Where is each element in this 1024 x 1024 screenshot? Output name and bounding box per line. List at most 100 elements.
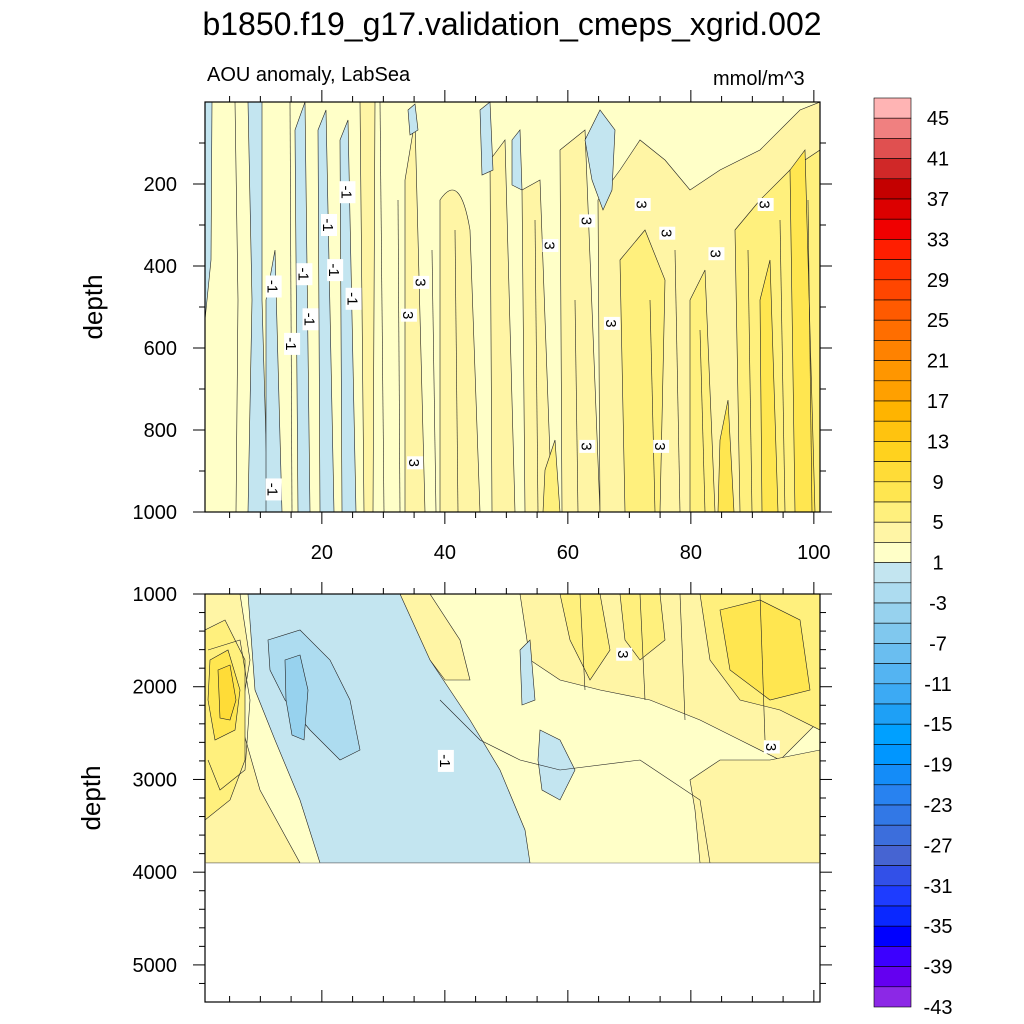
colorbar-swatch bbox=[873, 481, 912, 503]
contour-label-bg bbox=[653, 439, 670, 453]
contour-label-bg bbox=[321, 214, 337, 236]
contour-label-text: -1 bbox=[325, 263, 342, 276]
contour-label: 3 bbox=[614, 647, 633, 661]
contour-label-text: 3 bbox=[756, 200, 773, 208]
contour-label-text: -1 bbox=[264, 280, 281, 293]
contour-label-bg bbox=[296, 263, 313, 286]
contour-label: -1 bbox=[264, 275, 282, 298]
colorbar-label: 17 bbox=[927, 391, 949, 413]
contour-label: 3 bbox=[756, 198, 774, 211]
colorbar-swatch bbox=[873, 804, 912, 826]
colorbar-label: -19 bbox=[924, 755, 953, 777]
contour-label: -1 bbox=[319, 214, 337, 236]
contour-label-bg bbox=[302, 308, 319, 331]
contour-label-text: 3 bbox=[651, 442, 668, 450]
colorbar-label: 41 bbox=[927, 149, 949, 171]
colorbar-label: -31 bbox=[924, 876, 953, 898]
contour-label-text: -1 bbox=[436, 754, 453, 767]
contour-label: 3 bbox=[602, 316, 620, 330]
contour-label-bg bbox=[265, 478, 282, 501]
colorbar-swatch bbox=[873, 925, 912, 947]
colorbar-label: 45 bbox=[927, 108, 949, 130]
contour-label-bg bbox=[413, 275, 430, 289]
contour-label-text: 3 bbox=[762, 743, 779, 751]
colorbar-swatch bbox=[873, 905, 912, 927]
contour-label: 3 bbox=[577, 214, 596, 228]
upper-ytick-label: 800 bbox=[144, 420, 177, 442]
colorbar-swatch bbox=[873, 319, 912, 341]
colorbar-swatch bbox=[873, 441, 912, 462]
lower-ytick-label: 2000 bbox=[133, 677, 178, 699]
colorbar-label: -7 bbox=[929, 633, 947, 655]
contour-label: 3 bbox=[399, 308, 417, 322]
upper-xtick-label: 60 bbox=[557, 542, 579, 564]
colorbar-swatch bbox=[873, 299, 912, 321]
contour-label: 3 bbox=[633, 198, 651, 211]
lower-panel-tick-labels: 1000 2000 3000 4000 5000 bbox=[133, 584, 178, 977]
colorbar-swatch bbox=[873, 986, 912, 1008]
colorbar-swatch bbox=[873, 865, 912, 887]
colorbar-swatch bbox=[873, 824, 912, 846]
contour-label-bg bbox=[603, 316, 620, 330]
colorbar-swatch bbox=[873, 259, 912, 281]
colorbar-label: -43 bbox=[924, 997, 953, 1019]
colorbar-swatch bbox=[873, 461, 912, 483]
colorbar-swatch bbox=[873, 845, 912, 866]
colorbar-swatch bbox=[873, 885, 912, 907]
contour-label-text: 3 bbox=[405, 459, 422, 467]
colorbar-label: 33 bbox=[927, 229, 949, 251]
contour-label: 3 bbox=[651, 439, 670, 453]
contour-label-text: 3 bbox=[633, 200, 650, 208]
contour-label-text: 3 bbox=[577, 442, 594, 450]
upper-xtick-label: 80 bbox=[680, 542, 702, 564]
lower-panel-contour-labels: -1 3 3 bbox=[436, 647, 780, 772]
colorbar-swatch bbox=[873, 239, 912, 260]
upper-ytick-label: 600 bbox=[144, 338, 177, 360]
chart-title: b1850.f19_g17.validation_cmeps_xgrid.002 bbox=[202, 6, 822, 42]
contour-label-bg bbox=[708, 247, 725, 261]
colorbar-label: 29 bbox=[927, 270, 949, 292]
contour-label-bg bbox=[659, 226, 676, 240]
lower-panel-field bbox=[205, 594, 820, 863]
colorbar-label: -15 bbox=[924, 714, 953, 736]
upper-panel-tick-labels: 20 40 60 80 100 200 400 600 800 1000 bbox=[133, 174, 831, 564]
colorbar-label: -23 bbox=[924, 795, 953, 817]
upper-ytick-label: 400 bbox=[144, 256, 177, 278]
contour-label: 3 bbox=[762, 740, 780, 754]
colorbar-swatch bbox=[873, 340, 912, 361]
lower-ytick-label: 5000 bbox=[133, 955, 178, 977]
contour-label-bg bbox=[339, 181, 356, 204]
contour-label: -1 bbox=[294, 263, 313, 286]
colorbar-swatch bbox=[873, 360, 912, 382]
colorbar-swatch bbox=[873, 946, 912, 967]
contour-label-bg bbox=[284, 332, 301, 355]
upper-panel-ylabel: depth bbox=[78, 274, 108, 339]
contour-label-text: 3 bbox=[577, 217, 594, 225]
contour-label: 3 bbox=[657, 226, 676, 240]
contour-label-text: -1 bbox=[344, 292, 361, 305]
contour-label: 3 bbox=[577, 439, 596, 453]
colorbar-label: 1 bbox=[932, 553, 943, 575]
contour-label-text: -1 bbox=[301, 313, 318, 326]
colorbar-swatch bbox=[873, 380, 912, 402]
contour-label-bg bbox=[763, 740, 780, 754]
colorbar-label: 13 bbox=[927, 431, 949, 453]
contour-label: 3 bbox=[540, 239, 559, 252]
contour-label: 3 bbox=[706, 247, 725, 261]
upper-xtick-label: 40 bbox=[434, 542, 456, 564]
colorbar-label: 21 bbox=[927, 351, 949, 373]
contour-label-bg bbox=[327, 259, 344, 282]
chart-subtitle-units: mmol/m^3 bbox=[713, 68, 805, 90]
contour-label-bg bbox=[345, 287, 362, 310]
contour-label-bg bbox=[579, 214, 596, 228]
colorbar-swatch bbox=[873, 521, 912, 543]
colorbar-swatch bbox=[873, 744, 912, 765]
upper-ytick-label: 1000 bbox=[133, 502, 178, 524]
contour-label-text: 3 bbox=[614, 650, 631, 658]
contour-label-text: 3 bbox=[706, 250, 723, 258]
colorbar-label: -35 bbox=[924, 916, 953, 938]
colorbar-swatch bbox=[873, 117, 912, 139]
colorbar-label: 5 bbox=[932, 512, 943, 534]
contour-label: -1 bbox=[344, 287, 362, 310]
